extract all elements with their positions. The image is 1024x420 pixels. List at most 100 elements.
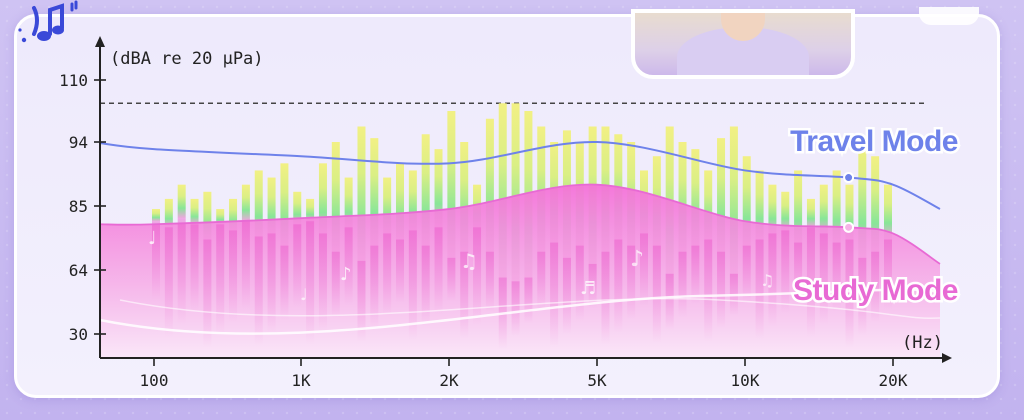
- spectrum-bar: [190, 198, 199, 225]
- spectrum-bar-lower: [293, 224, 302, 307]
- spectrum-bar: [858, 142, 867, 258]
- spectrum-bar-lower: [524, 277, 533, 323]
- spectrum-bar-lower: [588, 263, 597, 308]
- spectrum-bar-lower: [678, 251, 687, 317]
- spectrum-bar-lower: [473, 227, 482, 325]
- spectrum-bar-lower: [768, 233, 777, 326]
- spectrum-bar-lower: [562, 257, 571, 334]
- study-mode-bars: [152, 218, 892, 349]
- svg-text:♫: ♫: [760, 271, 774, 290]
- x-tick-label: 1K: [291, 371, 311, 390]
- spectrum-bar: [421, 134, 430, 246]
- travel-mode-line: [99, 140, 941, 210]
- spectrum-bar-lower: [755, 239, 764, 339]
- spectrum-bar-lower: [370, 245, 379, 329]
- spectrum-bar-lower: [806, 227, 815, 337]
- study-mode-marker: [843, 221, 855, 233]
- spectrum-bar-lower: [845, 239, 854, 348]
- spectrum-bar-lower: [396, 239, 404, 303]
- spectrum-bar: [241, 184, 250, 222]
- spectrum-bar: [344, 177, 353, 228]
- spectrum-bar-lower: [357, 260, 366, 342]
- spectrum-bar: [781, 191, 790, 231]
- spectrum-bar-lower: [447, 257, 456, 301]
- spectrum-bar-lower: [485, 251, 494, 312]
- spectrum-bar-lower: [742, 245, 751, 302]
- x-axis-ticks: 100 1K 2K 5K 10K 20K: [140, 358, 908, 390]
- spectrum-bar-lower: [627, 245, 636, 319]
- spectrum-bar: [819, 184, 828, 234]
- spectrum-bar-lower: [241, 221, 250, 309]
- y-tick-label: 110: [59, 71, 88, 90]
- spectrum-bar: [203, 191, 212, 240]
- spectrum-bar-lower: [434, 227, 443, 314]
- spectrum-bar: [704, 170, 713, 240]
- spectrum-bar: [742, 156, 751, 246]
- spectrum-bar: [768, 184, 777, 234]
- spectrum-bar: [537, 126, 546, 252]
- spectrum-bar-lower: [318, 233, 327, 331]
- series-labels: Travel Mode Study Mode: [788, 123, 961, 310]
- spectrum-bar: [318, 163, 327, 234]
- spectrum-bar-lower: [665, 273, 674, 330]
- spectrum-bar: [794, 170, 803, 243]
- x-tick-label: 100: [140, 371, 169, 390]
- svg-text:♩: ♩: [148, 228, 157, 249]
- spectrum-bar: [408, 170, 417, 231]
- x-tick-label: 10K: [731, 371, 760, 390]
- spectrum-bar: [229, 198, 238, 231]
- spectrum-bar: [267, 177, 276, 234]
- spectrum-bar-lower: [216, 224, 225, 335]
- spectrum-bar-lower: [794, 242, 803, 300]
- spectrum-bar-lower: [691, 245, 700, 304]
- spectrum-bar: [498, 103, 507, 278]
- spectrum-bar-lower: [421, 245, 430, 327]
- spectrum-bar-lower: [190, 224, 199, 311]
- spectrum-bar: [845, 184, 854, 240]
- spectrum-bar: [832, 170, 841, 243]
- spectrum-bar-lower: [704, 239, 713, 341]
- spectrum-bar-lower: [652, 245, 661, 343]
- spectrum-bar: [280, 163, 289, 246]
- spectrum-bar-lower: [511, 281, 520, 336]
- spectrum-bar: [164, 198, 173, 228]
- spectrum-bar-lower: [601, 251, 610, 345]
- y-axis-unit-label: (dBA re 20 µPa): [110, 49, 264, 69]
- music-notes-icon: [18, 0, 78, 43]
- study-mode-line: [99, 183, 941, 265]
- spectrum-bar-lower: [460, 251, 469, 338]
- spectrum-bar-lower: [229, 230, 238, 322]
- y-tick-label: 30: [69, 325, 88, 344]
- svg-text:♩: ♩: [300, 285, 308, 304]
- x-axis-unit-label: (Hz): [902, 333, 943, 353]
- spectrum-bar-lower: [640, 233, 648, 306]
- spectrum-bar-lower: [344, 227, 353, 305]
- spectrum-bar: [331, 142, 340, 252]
- spectrum-bar: [806, 198, 815, 228]
- spectrum-bar: [177, 184, 186, 219]
- spectrum-bar-lower: [858, 257, 867, 335]
- svg-text:♪: ♪: [630, 247, 644, 272]
- spectrum-bar-lower: [152, 221, 160, 300]
- spectrum-bar-lower: [164, 227, 173, 337]
- spectrum-bar: [357, 126, 366, 261]
- spectrum-bar: [216, 209, 225, 225]
- spectrum-bar: [254, 170, 263, 237]
- spectrum-bar: [717, 138, 726, 252]
- spectrum-bar-lower: [177, 218, 186, 324]
- y-tick-label: 85: [69, 197, 88, 216]
- spectrum-bar-lower: [884, 239, 892, 309]
- spectrum-bar: [370, 138, 379, 246]
- axes: [95, 36, 952, 363]
- spectrum-bar-lower: [267, 233, 276, 333]
- spectrum-bar-lower: [408, 230, 417, 340]
- spectrum-bar: [460, 142, 469, 252]
- spectrum-bar-lower: [254, 236, 263, 346]
- spectrum-bar-lower: [575, 245, 584, 321]
- spectrum-bar-lower: [717, 251, 726, 328]
- spectrum-bar-lower: [832, 242, 841, 311]
- spectrum-bar: [434, 149, 443, 228]
- x-tick-label: 5K: [587, 371, 607, 390]
- decorative-waves: ♩ ♪ ♫ ♬ ♪ ♩ ♫: [99, 228, 941, 335]
